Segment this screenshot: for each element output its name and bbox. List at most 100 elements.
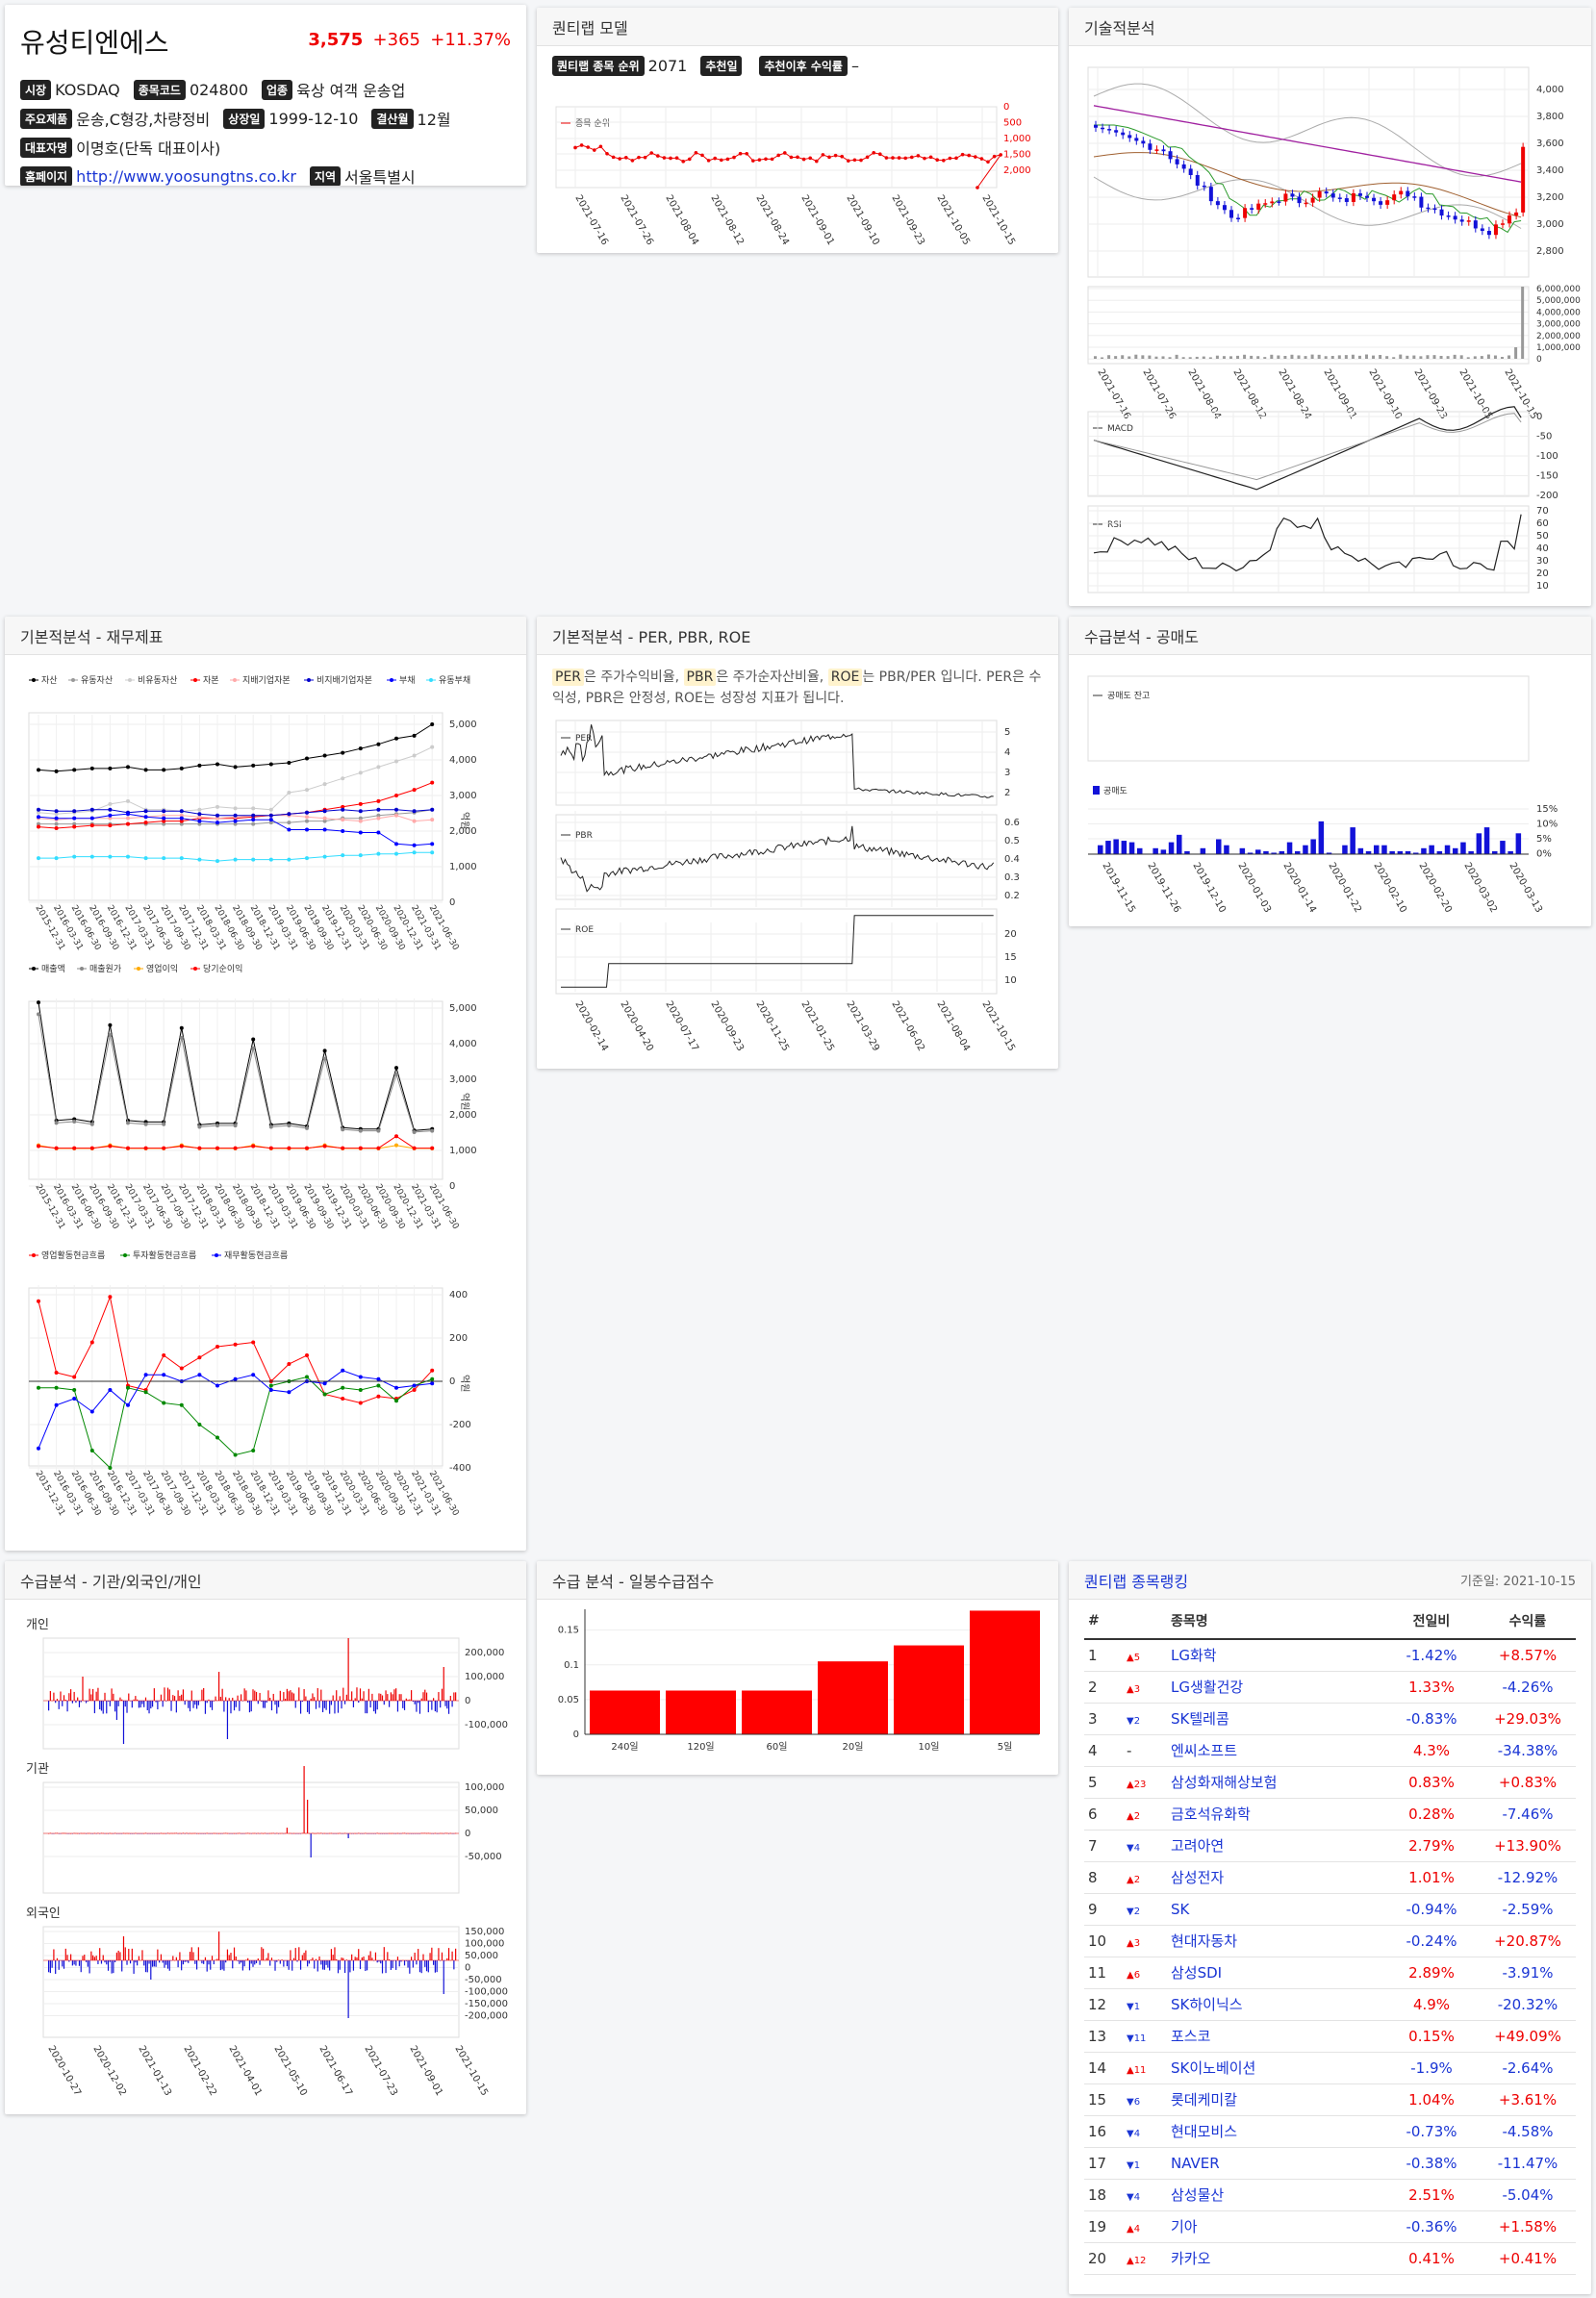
stock-link[interactable]: 기아 xyxy=(1167,2210,1383,2243)
col-move xyxy=(1123,1604,1167,1640)
stock-link[interactable]: 롯데케미칼 xyxy=(1167,2083,1383,2116)
flow-bar xyxy=(109,1960,111,1962)
stock-info-card: 유성티엔에스 3,575 +365 +11.37% 시장 KOSDAQ 종목코드 0… xyxy=(5,5,526,186)
flow-bar xyxy=(221,1688,223,1701)
flow-bar xyxy=(396,1701,399,1712)
flow-bar xyxy=(446,1701,448,1709)
stock-link[interactable]: 현대모비스 xyxy=(1167,2115,1383,2148)
stock-link[interactable]: SK하이닉스 xyxy=(1167,1988,1383,2021)
flow-bar xyxy=(55,1701,57,1704)
stock-link[interactable]: 엔씨소프트 xyxy=(1167,1734,1383,1767)
flow-y-tick: 0 xyxy=(465,1696,470,1706)
series-point xyxy=(215,821,219,825)
volume-bar xyxy=(1412,355,1416,359)
volume-bar xyxy=(1283,356,1287,359)
stock-link[interactable]: SK텔레콤 xyxy=(1167,1703,1383,1735)
quant-point xyxy=(656,154,660,158)
stock-link[interactable]: SK xyxy=(1167,1893,1383,1926)
flow-bar xyxy=(99,1948,101,1960)
candle-body xyxy=(1406,190,1410,197)
stock-link[interactable]: 포스코 xyxy=(1167,2020,1383,2053)
series-point xyxy=(233,1342,238,1347)
stock-link[interactable]: 삼성화재해상보험 xyxy=(1167,1766,1383,1799)
short-bar xyxy=(1507,850,1513,854)
ranking-title[interactable]: 퀀티랩 종목랭킹 xyxy=(1084,1572,1189,1591)
flow-bar xyxy=(181,1960,183,1971)
series-point xyxy=(89,1146,94,1150)
stock-link[interactable]: LG화학 xyxy=(1167,1639,1383,1672)
flow-bar xyxy=(255,1691,258,1701)
flow-bar xyxy=(441,1688,443,1701)
stock-link[interactable]: 삼성전자 xyxy=(1167,1861,1383,1894)
flow-bar xyxy=(119,1697,121,1701)
series-point xyxy=(215,762,219,767)
rank-movement: ▼2 xyxy=(1123,1893,1167,1926)
stock-link[interactable]: NAVER xyxy=(1167,2147,1383,2180)
stock-link[interactable]: 금호석유화학 xyxy=(1167,1798,1383,1831)
valuation-y-tick: 0.5 xyxy=(1004,836,1020,846)
quant-point xyxy=(713,156,717,161)
homepage-link[interactable]: http://www.yoosungtns.co.kr xyxy=(76,166,296,186)
flow-bar xyxy=(235,1701,237,1707)
flow-bar xyxy=(162,1960,164,1963)
stock-link[interactable]: 삼성SDI xyxy=(1167,1957,1383,1989)
fin-y-tick: 400 xyxy=(449,1290,468,1301)
volume-bar xyxy=(1365,354,1368,359)
flow-bar xyxy=(64,1948,66,1960)
return-value: -4.58% xyxy=(1480,2115,1576,2148)
flow-bar xyxy=(343,1960,346,1973)
stock-link[interactable]: 고려아연 xyxy=(1167,1830,1383,1862)
fin-y-tick: 2,000 xyxy=(449,826,477,837)
ranking-row: 18 ▼4 삼성물산 2.51% -5.04% xyxy=(1084,2179,1576,2211)
flow-bar xyxy=(358,1701,360,1704)
flow-bar xyxy=(438,1692,440,1701)
rank-number: 20 xyxy=(1084,2242,1123,2275)
return-value: +8.57% xyxy=(1480,1639,1576,1672)
series-point xyxy=(162,768,166,772)
flow-bar xyxy=(254,1690,256,1701)
flow-bar xyxy=(203,1687,205,1701)
series-point xyxy=(394,1385,398,1390)
legend-dot xyxy=(307,678,311,682)
flow-bar xyxy=(427,1960,429,1973)
flow-bar xyxy=(192,1701,194,1708)
quant-point xyxy=(942,158,946,163)
flow-bar xyxy=(264,1701,266,1708)
candle-body xyxy=(1236,217,1241,219)
flow-x-tick: 2021-06-17 xyxy=(317,2044,354,2098)
price-tick: 3,800 xyxy=(1536,112,1564,122)
series-point xyxy=(430,745,435,749)
stock-link[interactable]: 삼성물산 xyxy=(1167,2179,1383,2211)
short-x-tick: 2020-01-03 xyxy=(1235,861,1273,915)
short-bar xyxy=(1255,849,1261,854)
flow-bar xyxy=(137,1960,139,1966)
flow-bar xyxy=(402,1701,404,1708)
rank-number: 9 xyxy=(1084,1893,1123,1926)
legend-label: 영업활동현금흐름 xyxy=(41,1250,105,1261)
flow-y-tick: 100,000 xyxy=(465,1782,504,1793)
series-point xyxy=(358,801,363,806)
volume-bar xyxy=(1521,287,1525,359)
flow-bar xyxy=(301,1955,303,1960)
flow-bar xyxy=(303,1953,305,1960)
stock-link[interactable]: 카카오 xyxy=(1167,2242,1383,2275)
series-point xyxy=(179,821,184,826)
series-point xyxy=(233,819,238,823)
short-bar xyxy=(1303,845,1308,854)
series-point xyxy=(430,1376,435,1381)
candle-body xyxy=(1432,208,1437,211)
stock-link[interactable]: 현대자동차 xyxy=(1167,1925,1383,1957)
volume-bar xyxy=(1277,355,1280,359)
series-point xyxy=(358,809,363,814)
quant-point xyxy=(979,157,984,161)
short-x-tick: 2020-02-20 xyxy=(1416,861,1454,915)
quant-point xyxy=(815,159,819,164)
flow-bar xyxy=(225,1960,227,1963)
series-point xyxy=(358,853,363,858)
flow-bar xyxy=(102,1955,104,1960)
series-point xyxy=(215,813,219,818)
stock-link[interactable]: LG생활건강 xyxy=(1167,1671,1383,1704)
flow-bar xyxy=(122,1701,125,1744)
quant-point xyxy=(928,155,933,160)
stock-link[interactable]: SK이노베이션 xyxy=(1167,2052,1383,2084)
